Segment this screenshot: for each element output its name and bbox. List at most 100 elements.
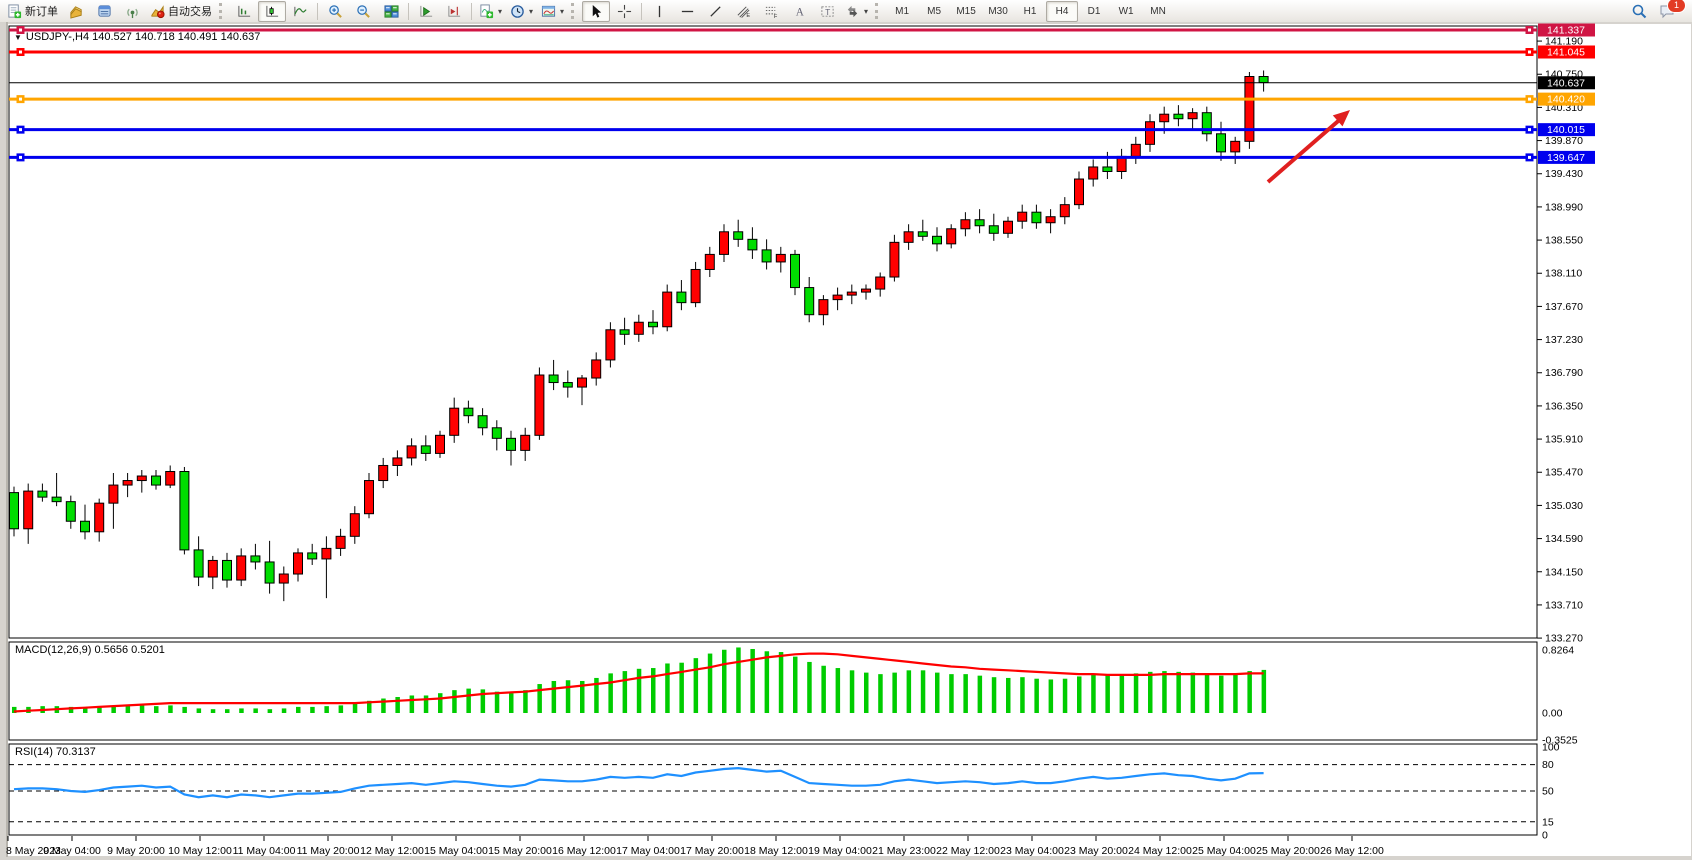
- macd-histogram-bar: [835, 668, 841, 713]
- svg-text:135.910: 135.910: [1545, 434, 1583, 446]
- svg-text:135.030: 135.030: [1545, 500, 1583, 512]
- main-price-pane[interactable]: [8, 25, 1538, 639]
- signals-button[interactable]: [118, 1, 146, 22]
- zoom-out-button[interactable]: [349, 1, 377, 22]
- candle-body: [37, 490, 48, 498]
- svg-text:T: T: [825, 6, 830, 16]
- notifications-button[interactable]: 1: [1653, 0, 1686, 22]
- rsi-pane[interactable]: [8, 743, 1538, 836]
- time-label: 15 May 04:00: [424, 845, 488, 857]
- svg-text:138.990: 138.990: [1545, 201, 1583, 213]
- candle-body: [648, 321, 658, 328]
- timeframe-mn-button[interactable]: MN: [1150, 5, 1166, 17]
- timeframe-m15-button[interactable]: M15: [956, 5, 976, 17]
- macd-histogram-bar: [182, 706, 187, 713]
- candle-body: [80, 520, 90, 533]
- arrows-tool-button[interactable]: ▾: [841, 1, 872, 22]
- macd-histogram-bar: [991, 677, 997, 713]
- candle-body: [136, 475, 147, 482]
- channel-tool-button[interactable]: E: [729, 1, 757, 22]
- crosshair-tool-button[interactable]: [610, 1, 638, 22]
- macd-histogram-bar: [920, 670, 926, 713]
- zoom-in-icon: [328, 4, 343, 19]
- macd-histogram-bar: [722, 649, 727, 713]
- candle-body: [278, 573, 289, 584]
- time-label: 10 May 12:00: [168, 845, 232, 857]
- candlestick-chart-icon: [265, 4, 280, 19]
- templates-button[interactable]: ▾: [537, 1, 568, 22]
- candlestick-chart-button[interactable]: [258, 0, 286, 22]
- text-tool-button[interactable]: A: [785, 1, 813, 22]
- chart-canvas[interactable]: 141.190140.750140.310139.870139.430138.9…: [0, 22, 1692, 860]
- candle-body: [1230, 140, 1241, 153]
- timeframe-h1-button[interactable]: H1: [1023, 5, 1037, 17]
- candle-body: [222, 559, 232, 581]
- candle-body: [449, 407, 460, 436]
- svg-text:A: A: [795, 6, 804, 18]
- auto-trading-label: 自动交易: [168, 6, 212, 18]
- macd-histogram-bar: [565, 680, 571, 713]
- tile-windows-button[interactable]: [377, 1, 405, 22]
- macd-histogram-bar: [210, 709, 216, 713]
- trendline-tool-button[interactable]: [701, 1, 729, 22]
- macd-histogram-bar: [793, 656, 798, 713]
- candle-body: [364, 480, 374, 515]
- macd-histogram-bar: [1261, 669, 1267, 713]
- timeframe-m1-button[interactable]: M1: [895, 5, 910, 17]
- svg-text:136.350: 136.350: [1545, 400, 1583, 412]
- candle-body: [1031, 211, 1042, 224]
- data-window-icon: [97, 4, 112, 19]
- candle-body: [1159, 113, 1170, 123]
- macd-histogram-bar: [750, 648, 755, 713]
- svg-text:139.647: 139.647: [1547, 152, 1585, 164]
- search-button[interactable]: [1625, 1, 1653, 22]
- macd-histogram-bar: [1077, 676, 1082, 713]
- timeframe-d1-button[interactable]: D1: [1087, 5, 1101, 17]
- line-chart-button[interactable]: [286, 1, 314, 22]
- candle-body: [846, 291, 857, 296]
- bar-chart-button[interactable]: [230, 1, 258, 22]
- timeframe-m5-button[interactable]: M5: [927, 5, 942, 17]
- chevron-down-icon: ▾: [864, 6, 869, 16]
- time-label: 8 May 2023: [6, 845, 61, 857]
- timeframe-h4-button[interactable]: H4: [1046, 0, 1079, 22]
- market-watch-button[interactable]: [62, 1, 90, 22]
- candle-body: [818, 299, 829, 316]
- zoom-in-button[interactable]: [321, 1, 349, 22]
- macd-histogram-bar: [423, 695, 429, 713]
- candle-body: [520, 434, 531, 451]
- candle-body: [250, 555, 261, 563]
- data-window-button[interactable]: [90, 1, 118, 22]
- timeframe-m30-button[interactable]: M30: [988, 5, 1008, 17]
- chart-shift-button[interactable]: [440, 1, 468, 22]
- time-label: 19 May 04:00: [808, 845, 872, 857]
- macd-histogram-bar: [296, 706, 301, 713]
- auto-trading-button[interactable]: 自动交易: [146, 1, 216, 22]
- candle-body: [605, 329, 616, 361]
- periods-button[interactable]: ▾: [506, 1, 537, 22]
- annotation-arrow[interactable]: [1266, 110, 1350, 184]
- macd-histogram-bar: [1048, 679, 1054, 713]
- macd-histogram-bar: [139, 705, 145, 713]
- time-label: 9 May 04:00: [43, 845, 101, 857]
- text-label-tool-button[interactable]: T: [813, 1, 841, 22]
- candle-body: [719, 231, 729, 255]
- timeframe-w1-button[interactable]: W1: [1118, 5, 1134, 17]
- auto-scroll-button[interactable]: [412, 1, 440, 22]
- price-badges: 141.337 141.045 140.420 140.015 139.647 140.6…: [1538, 23, 1595, 164]
- tile-windows-icon: [383, 4, 399, 19]
- vertical-line-tool-button[interactable]: [645, 1, 673, 22]
- indicators-button[interactable]: ▾: [475, 1, 506, 22]
- macd-histogram-bar: [707, 653, 713, 713]
- candle-body: [960, 219, 971, 230]
- price-axis: 141.190140.750140.310139.870139.430138.9…: [1537, 36, 1583, 645]
- cursor-tool-button[interactable]: [582, 0, 611, 22]
- candle-body: [875, 276, 886, 290]
- horizontal-line-tool-button[interactable]: [673, 1, 701, 22]
- candle-body: [775, 253, 786, 263]
- rsi-axis-label: 80: [1542, 759, 1554, 771]
- market-watch-icon: [69, 4, 84, 19]
- new-order-button[interactable]: 新订单: [3, 1, 62, 22]
- macd-pane[interactable]: [8, 641, 1538, 741]
- fibonacci-tool-button[interactable]: F: [757, 1, 785, 22]
